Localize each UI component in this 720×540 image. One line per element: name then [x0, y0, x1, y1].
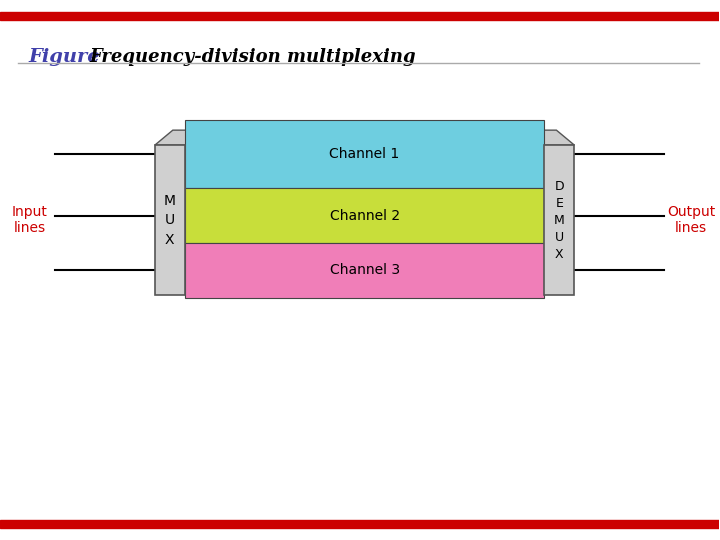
- Text: Input
lines: Input lines: [12, 205, 48, 235]
- Text: Channel 1: Channel 1: [330, 147, 400, 161]
- Polygon shape: [526, 130, 544, 295]
- Bar: [0, 12, 719, 21]
- Polygon shape: [155, 145, 185, 295]
- Polygon shape: [544, 145, 575, 295]
- Text: Frequency-division multiplexing: Frequency-division multiplexing: [90, 48, 417, 66]
- Bar: [0, 519, 719, 528]
- Text: Figure: Figure: [28, 48, 99, 66]
- Bar: [185, 243, 544, 298]
- Text: M
U
X: M U X: [164, 193, 176, 247]
- Text: Channel 2: Channel 2: [330, 208, 400, 222]
- Text: Output
lines: Output lines: [667, 205, 716, 235]
- Bar: [185, 120, 544, 188]
- Text: D
E
M
U
X: D E M U X: [554, 180, 564, 261]
- Bar: [185, 188, 544, 243]
- Text: Channel 3: Channel 3: [330, 264, 400, 278]
- Polygon shape: [526, 130, 575, 145]
- Polygon shape: [155, 130, 203, 145]
- Polygon shape: [185, 130, 203, 295]
